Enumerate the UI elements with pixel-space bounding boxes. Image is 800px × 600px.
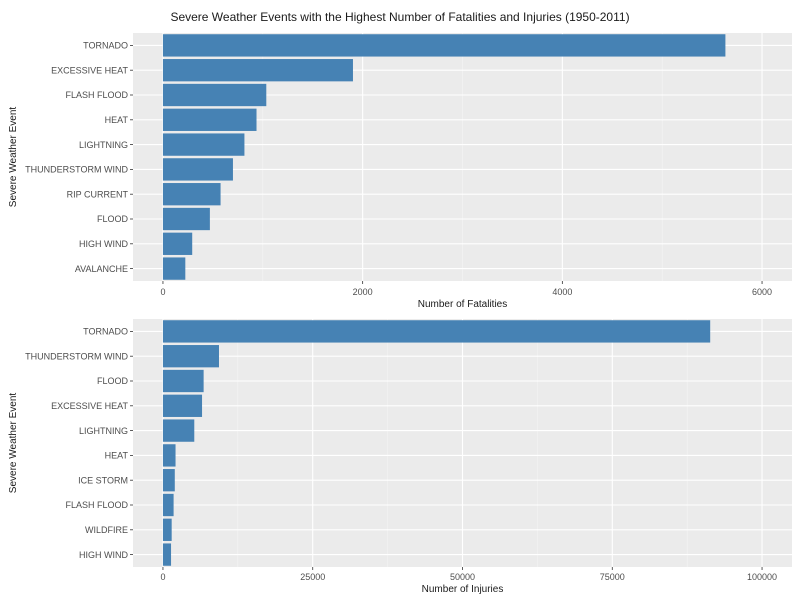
fatalities-bar-thunderstorm-wind bbox=[162, 158, 233, 181]
injuries-x-tick-label: 50000 bbox=[450, 572, 475, 582]
fatalities-bar-excessive-heat bbox=[162, 59, 353, 82]
fatalities-y-tick-label: FLOOD bbox=[97, 214, 129, 224]
fatalities-y-tick-label: HEAT bbox=[105, 115, 129, 125]
injuries-y-tick-label: THUNDERSTORM WIND bbox=[25, 351, 128, 361]
fatalities-x-ticks: 0 2000 4000 6000 bbox=[160, 281, 772, 297]
fatalities-x-tick-label: 2000 bbox=[353, 287, 373, 297]
injuries-x-ticks: 0 25000 50000 75000 100000 bbox=[160, 567, 777, 582]
fatalities-y-tick-label: TORNADO bbox=[83, 41, 128, 51]
fatalities-y-ticks: TORNADO EXCESSIVE HEAT FLASH FLOOD HEAT LIGH… bbox=[25, 41, 133, 274]
injuries-y-tick-label: FLASH FLOOD bbox=[65, 500, 128, 510]
injuries-bar-tornado bbox=[162, 320, 711, 343]
fatalities-bar-avalanche bbox=[162, 257, 186, 280]
injuries-y-tick-label: TORNADO bbox=[83, 327, 128, 337]
injuries-x-axis-label: Number of Injuries bbox=[422, 584, 504, 595]
injuries-x-tick-label: 75000 bbox=[600, 572, 625, 582]
fatalities-y-tick-label: RIP CURRENT bbox=[67, 189, 129, 199]
fatalities-y-tick-label: AVALANCHE bbox=[75, 264, 128, 274]
injuries-bars bbox=[162, 320, 711, 566]
fatalities-y-axis-label: Severe Weather Event bbox=[8, 107, 19, 208]
injuries-bar-ice-storm bbox=[162, 469, 175, 492]
injuries-bar-lightning bbox=[162, 419, 195, 442]
injuries-bar-heat bbox=[162, 444, 176, 467]
injuries-y-tick-label: ICE STORM bbox=[78, 475, 128, 485]
injuries-x-tick-label: 100000 bbox=[747, 572, 777, 582]
injuries-bar-wildfire bbox=[162, 518, 172, 541]
fatalities-x-tick-label: 4000 bbox=[552, 287, 572, 297]
fatalities-y-tick-label: EXCESSIVE HEAT bbox=[51, 65, 128, 75]
fatalities-bar-high-wind bbox=[162, 232, 193, 255]
injuries-y-tick-label: FLOOD bbox=[97, 376, 129, 386]
fatalities-bar-heat bbox=[162, 108, 257, 131]
injuries-bar-flash-flood bbox=[162, 493, 174, 517]
fatalities-chart: TORNADO EXCESSIVE HEAT FLASH FLOOD HEAT LIGH… bbox=[8, 33, 792, 310]
chart-title: Severe Weather Events with the Highest N… bbox=[170, 10, 629, 24]
fatalities-bar-tornado bbox=[162, 34, 726, 57]
injuries-y-tick-label: LIGHTNING bbox=[79, 426, 128, 436]
fatalities-bar-flash-flood bbox=[162, 83, 267, 107]
fatalities-x-tick-label: 0 bbox=[160, 287, 165, 297]
fatalities-bars bbox=[162, 34, 726, 280]
injuries-y-tick-label: HEAT bbox=[105, 451, 129, 461]
injuries-y-tick-label: EXCESSIVE HEAT bbox=[51, 401, 128, 411]
injuries-x-tick-label: 0 bbox=[160, 572, 165, 582]
injuries-y-ticks: TORNADO THUNDERSTORM WIND FLOOD EXCESSIVE H… bbox=[25, 327, 133, 560]
injuries-y-tick-label: HIGH WIND bbox=[79, 550, 128, 560]
fatalities-y-tick-label: THUNDERSTORM WIND bbox=[25, 165, 128, 175]
fatalities-y-tick-label: LIGHTNING bbox=[79, 140, 128, 150]
fatalities-x-axis-label: Number of Fatalities bbox=[418, 299, 507, 310]
fatalities-y-tick-label: FLASH FLOOD bbox=[65, 90, 128, 100]
injuries-y-axis-label: Severe Weather Event bbox=[8, 393, 19, 494]
injuries-y-tick-label: WILDFIRE bbox=[85, 525, 128, 535]
injuries-bar-high-wind bbox=[162, 543, 172, 566]
fatalities-bar-rip-current bbox=[162, 183, 221, 206]
fatalities-x-tick-label: 6000 bbox=[752, 287, 772, 297]
fatalities-y-tick-label: HIGH WIND bbox=[79, 239, 128, 249]
injuries-chart: TORNADO THUNDERSTORM WIND FLOOD EXCESSIVE H… bbox=[8, 319, 792, 595]
injuries-bar-excessive-heat bbox=[162, 394, 203, 417]
fatalities-bar-lightning bbox=[162, 133, 245, 156]
injuries-bar-thunderstorm-wind bbox=[162, 345, 219, 368]
fatalities-bar-flood bbox=[162, 207, 210, 231]
injuries-bar-flood bbox=[162, 369, 204, 393]
injuries-x-tick-label: 25000 bbox=[300, 572, 325, 582]
